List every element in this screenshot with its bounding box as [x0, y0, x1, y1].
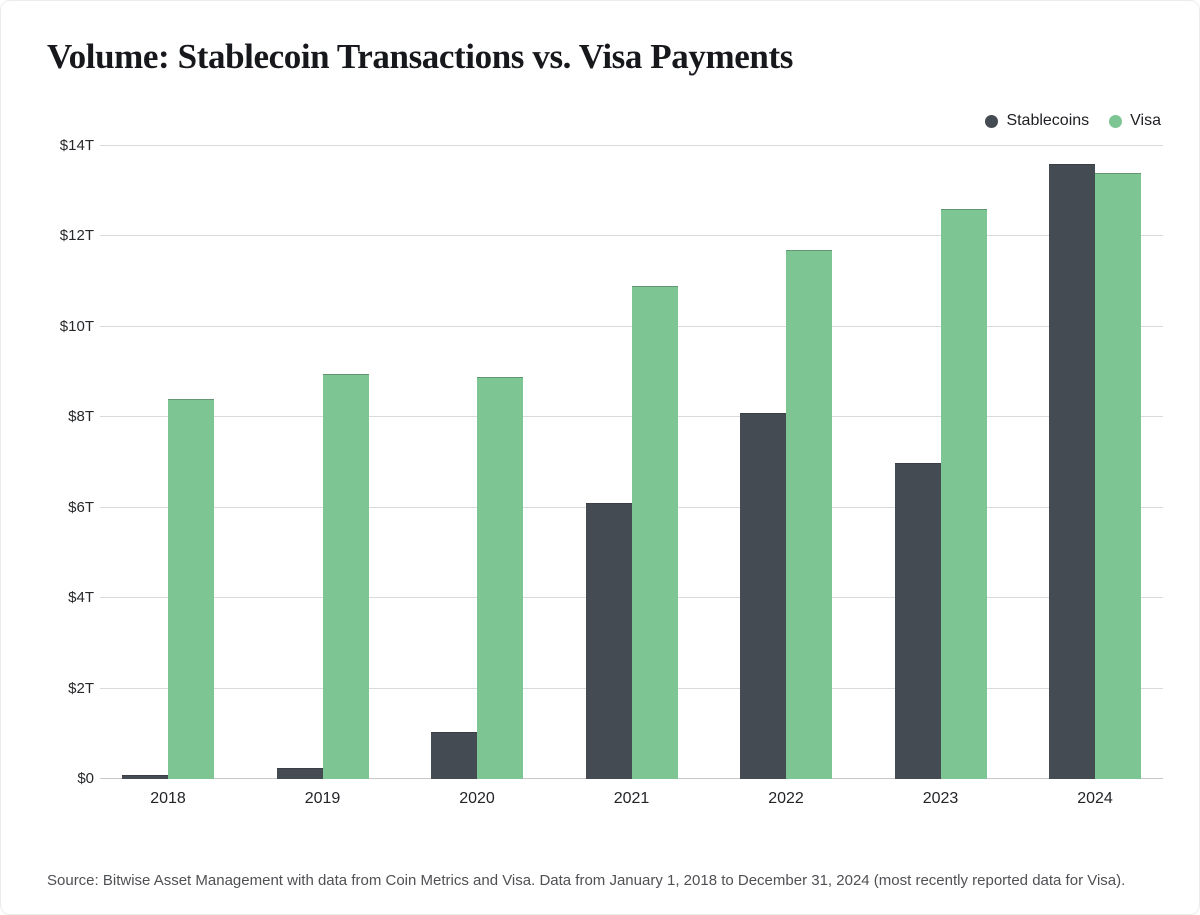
y-axis-tick-label-2t: $2T: [68, 679, 94, 697]
bar-visa-2020: [477, 376, 523, 779]
bar-group-2022: [740, 250, 832, 779]
bar-visa-2021: [631, 286, 678, 779]
plot-area: [100, 145, 1163, 779]
gridline-14t: [100, 145, 1163, 146]
legend-item-visa: Visa: [1109, 112, 1161, 130]
bar-visa-2018: [168, 399, 214, 779]
x-axis-label-2018: 2018: [150, 790, 186, 807]
gridline-12t: [100, 235, 1163, 237]
x-axis-label-2019: 2019: [304, 790, 341, 807]
bar-stablecoins-2019: [276, 767, 323, 779]
bar-group-2023: [894, 209, 987, 779]
bar-visa-2019: [322, 374, 369, 779]
chart-legend: Stablecoins Visa: [985, 112, 1161, 130]
y-axis-tick-label-0: $0: [77, 770, 94, 787]
y-axis: $0 $2T $4T $6T $8T $10T $12T $14T: [41, 137, 94, 787]
bar-stablecoins-2023: [894, 462, 941, 779]
stablecoins-legend-dot-icon: [985, 114, 999, 128]
bar-group-2021: [585, 286, 678, 779]
bar-stablecoins-2022: [740, 412, 786, 779]
bar-group-2018: [122, 399, 214, 779]
x-axis-label-2024: 2024: [1077, 790, 1113, 807]
visa-legend-dot-icon: [1109, 114, 1123, 128]
y-axis-tick-label-6t: $6T: [68, 498, 94, 516]
x-axis-label-2020: 2020: [459, 790, 495, 807]
y-axis-tick-label-8t: $8T: [68, 408, 94, 426]
bar-stablecoins-2024: [1049, 164, 1095, 779]
bars-row: [100, 146, 1163, 779]
bar-stablecoins-2018: [122, 774, 168, 779]
y-axis-tick-label-10t: $10T: [59, 317, 94, 335]
y-axis-tick-label-4t: $4T: [68, 589, 94, 607]
y-axis-tick-label-14t: $14T: [59, 137, 94, 154]
bar-stablecoins-2020: [431, 731, 477, 779]
bar-visa-2023: [940, 209, 987, 779]
bar-visa-2022: [786, 250, 832, 779]
legend-label-stablecoins: Stablecoins: [1006, 112, 1090, 129]
chart-title: Volume: Stablecoin Transactions vs. Visa…: [47, 37, 793, 76]
bar-visa-2024: [1095, 173, 1141, 779]
x-axis: 2018 2019 2020 2021 2022 2023 2024: [100, 790, 1163, 808]
source-note: Source: Bitwise Asset Management with da…: [47, 872, 1126, 889]
bar-group-2024: [1049, 164, 1141, 779]
bar-group-2019: [276, 374, 369, 779]
legend-item-stablecoins: Stablecoins: [985, 112, 1089, 130]
bar-group-2020: [431, 376, 523, 779]
x-axis-label-2023: 2023: [922, 790, 959, 807]
x-axis-label-2021: 2021: [613, 790, 650, 807]
bar-stablecoins-2021: [585, 503, 632, 779]
x-axis-label-2022: 2022: [768, 790, 804, 807]
legend-label-visa: Visa: [1130, 112, 1161, 129]
y-axis-tick-label-12t: $12T: [59, 227, 94, 245]
